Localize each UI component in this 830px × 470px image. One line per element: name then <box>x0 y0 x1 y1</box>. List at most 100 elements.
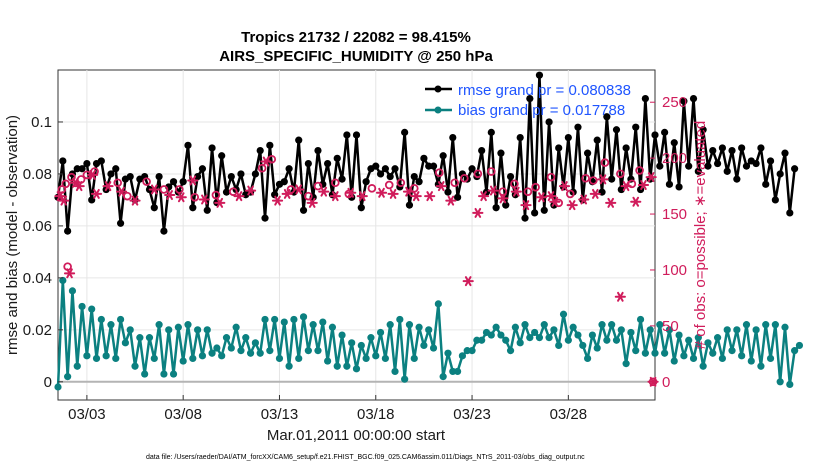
data-point-bias <box>694 334 702 342</box>
data-point-rmse <box>497 149 505 157</box>
data-point-bias <box>454 367 462 376</box>
data-point-rmse <box>608 175 616 183</box>
y-left-tick-label: 0.1 <box>31 114 52 131</box>
x-axis-label: Mar.01,2011 00:00:00 start <box>267 427 446 444</box>
data-point-bias <box>405 321 414 329</box>
data-point-bias <box>83 352 91 360</box>
data-point-rmse <box>593 136 601 144</box>
data-point-rmse <box>222 188 231 196</box>
data-point-possible <box>331 178 340 188</box>
data-point-rmse <box>516 133 524 142</box>
data-point-bias <box>636 315 645 324</box>
y-axis-right: 0 50 100 150 200 250 <box>650 94 687 391</box>
data-point-bias <box>338 331 346 339</box>
data-point-bias <box>261 315 269 324</box>
data-point-evaluated <box>329 191 341 202</box>
data-point-rmse <box>184 141 192 149</box>
data-point-evaluated <box>620 181 632 192</box>
data-point-rmse <box>107 170 115 178</box>
series-possible <box>57 154 658 387</box>
data-point-rmse <box>699 126 707 134</box>
data-point-rmse <box>670 139 678 147</box>
data-point-bias <box>184 321 192 329</box>
data-point-rmse <box>675 183 683 191</box>
data-point-rmse <box>791 165 799 173</box>
data-point-rmse <box>439 152 447 160</box>
data-point-evaluated <box>410 191 422 202</box>
data-point-rmse <box>766 157 775 165</box>
data-point-rmse <box>545 118 553 126</box>
series-evaluated <box>54 156 659 387</box>
data-point-bias <box>771 321 779 329</box>
data-point-rmse <box>376 170 385 178</box>
data-point-evaluated <box>356 191 368 202</box>
data-point-bias <box>612 336 621 344</box>
data-point-rmse <box>757 144 765 152</box>
data-point-rmse <box>468 165 476 173</box>
data-point-rmse <box>285 165 293 173</box>
data-point-bias <box>608 321 616 329</box>
data-point-possible <box>384 180 394 190</box>
data-point-evaluated <box>345 187 357 198</box>
data-point-rmse <box>218 152 226 160</box>
data-point-bias <box>540 321 548 329</box>
data-point-possible <box>190 192 200 202</box>
data-point-bias <box>434 300 442 308</box>
data-point-bias <box>487 331 495 339</box>
data-point-possible <box>473 169 483 179</box>
data-point-rmse <box>357 204 365 212</box>
data-point-possible <box>113 178 122 188</box>
y-left-tick-label: 0.06 <box>23 218 52 235</box>
y-left-tick-label: 0.04 <box>23 270 52 287</box>
data-point-rmse <box>478 146 486 155</box>
data-point-evaluated <box>402 186 415 197</box>
data-point-bias <box>59 276 67 285</box>
data-point-rmse <box>227 172 235 181</box>
data-point-bias <box>497 331 505 339</box>
data-point-bias <box>795 341 804 350</box>
data-point-rmse <box>531 209 539 217</box>
data-point-rmse <box>584 149 592 157</box>
data-point-rmse <box>521 214 529 222</box>
data-point-evaluated <box>520 200 532 211</box>
data-point-bias <box>160 370 168 378</box>
data-point-rmse <box>449 133 457 142</box>
data-point-rmse <box>728 146 736 155</box>
data-point-rmse <box>155 172 163 181</box>
data-point-possible <box>257 163 267 173</box>
data-point-bias <box>444 349 452 357</box>
data-point-evaluated <box>214 197 226 208</box>
data-point-bias <box>718 354 727 363</box>
data-point-bias <box>372 352 380 360</box>
y-right-tick-label: 250 <box>662 94 687 111</box>
data-point-rmse <box>410 172 418 181</box>
data-point-evaluated <box>375 187 388 198</box>
data-point-bias <box>194 326 202 334</box>
data-point-bias <box>376 328 385 337</box>
data-point-evaluated <box>462 276 474 287</box>
data-point-possible <box>142 177 151 186</box>
data-point-bias <box>598 321 606 329</box>
y-axis-left: 0 0.02 0.04 0.06 0.08 0.1 <box>23 114 63 391</box>
x-tick-label: 03/03 <box>68 406 106 423</box>
data-point-bias <box>584 354 592 363</box>
data-point-bias <box>391 367 399 376</box>
data-point-evaluated <box>645 172 657 183</box>
data-point-bias <box>656 321 664 329</box>
data-point-bias <box>251 339 259 347</box>
data-point-bias <box>709 349 717 357</box>
data-point-bias <box>733 326 741 334</box>
data-point-rmse <box>506 172 515 181</box>
data-point-rmse <box>492 204 500 212</box>
data-point-possible <box>635 166 644 175</box>
data-point-evaluated <box>566 200 578 211</box>
data-point-bias <box>535 334 544 342</box>
data-point-bias <box>189 354 197 363</box>
data-point-evaluated <box>472 207 484 218</box>
data-point-bias <box>68 287 77 295</box>
data-point-bias <box>145 334 154 342</box>
data-point-bias <box>131 362 139 370</box>
data-point-evaluated <box>90 188 103 199</box>
data-point-rmse <box>362 178 370 186</box>
